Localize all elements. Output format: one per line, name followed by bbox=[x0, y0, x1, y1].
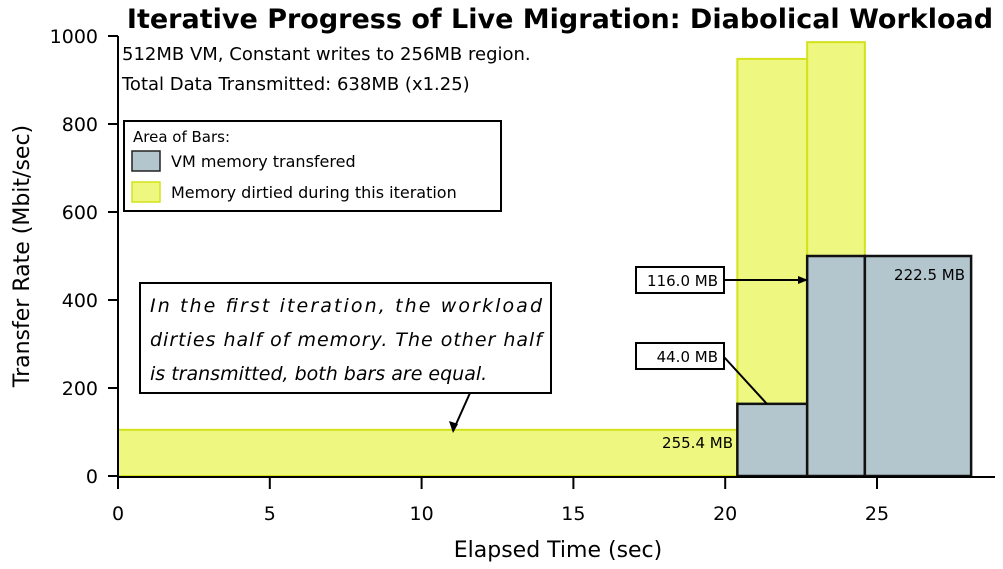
y-tick-label: 400 bbox=[62, 290, 98, 312]
legend-label-transferred: VM memory transfered bbox=[171, 152, 356, 171]
legend-swatch-dirtied bbox=[131, 181, 161, 203]
y-tick-label: 800 bbox=[62, 114, 98, 136]
data-label-iter2: 44.0 MB bbox=[635, 342, 768, 405]
y-axis-label: Transfer Rate (Mbit/sec) bbox=[10, 125, 35, 388]
x-tick-label: 10 bbox=[410, 503, 434, 525]
x-tick-label: 15 bbox=[561, 503, 585, 525]
annotation-line-2: dirties half of memory. The other half bbox=[150, 329, 545, 351]
y-tick-label: 600 bbox=[62, 202, 98, 224]
x-tick-label: 5 bbox=[264, 503, 276, 525]
data-label-iter1: 255.4 MB bbox=[662, 434, 733, 452]
annotation-line-1: In the first iteration, the workload bbox=[150, 295, 543, 317]
chart-title: Iterative Progress of Live Migration: Di… bbox=[127, 4, 993, 35]
svg-text:44.0 MB: 44.0 MB bbox=[657, 348, 718, 366]
x-tick-label: 0 bbox=[112, 503, 124, 525]
dirtied-bar-1 bbox=[117, 428, 739, 477]
legend-swatch-transferred bbox=[131, 150, 161, 172]
data-label-iter3: 116.0 MB bbox=[635, 266, 808, 294]
x-tick-label: 20 bbox=[713, 503, 737, 525]
data-label-iter4: 222.5 MB bbox=[894, 266, 965, 284]
transferred-bar-2 bbox=[736, 402, 809, 478]
subtitle-line-1: 512MB VM, Constant writes to 256MB regio… bbox=[122, 44, 531, 65]
annotation-line-3: is transmitted, both bars are equal. bbox=[150, 363, 487, 385]
legend: Area of Bars: VM memory transfered Memor… bbox=[123, 120, 502, 212]
legend-title: Area of Bars: bbox=[133, 128, 230, 146]
x-tick-label: 25 bbox=[865, 503, 889, 525]
x-axis-label: Elapsed Time (sec) bbox=[454, 538, 663, 563]
svg-text:116.0 MB: 116.0 MB bbox=[647, 272, 718, 290]
y-tick-label: 1000 bbox=[50, 26, 98, 48]
transferred-bar-3 bbox=[805, 254, 867, 478]
transferred-bar-4 bbox=[863, 254, 973, 478]
y-tick-label: 0 bbox=[86, 466, 98, 488]
annotation-box: In the first iteration, the workload dir… bbox=[139, 282, 552, 433]
legend-label-dirtied: Memory dirtied during this iteration bbox=[171, 183, 457, 202]
y-tick-label: 200 bbox=[62, 378, 98, 400]
subtitle-line-2: Total Data Transmitted: 638MB (x1.25) bbox=[121, 74, 470, 95]
